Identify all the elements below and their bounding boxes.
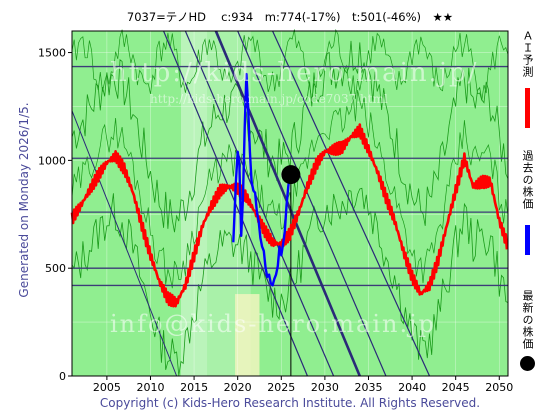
x-tick-label: 2010 — [136, 381, 164, 394]
x-tick-label: 2025 — [267, 381, 295, 394]
forecast-series-line — [70, 123, 509, 308]
legend-latest-label: 最新の株価 — [521, 290, 534, 350]
x-tick-label: 2005 — [93, 381, 121, 394]
legend-past-label: 過去の株価 — [521, 150, 534, 210]
copyright-footer: Copyright (c) Kids-Hero Research Institu… — [99, 396, 481, 410]
x-tick-label: 2035 — [354, 381, 382, 394]
legend-forecast-label: ＡＩ予測 — [521, 30, 534, 78]
trend-line — [237, 30, 387, 377]
x-tick-label: 2015 — [180, 381, 208, 394]
y-tick-label: 500 — [45, 262, 66, 275]
past-price-series-line — [232, 72, 292, 287]
history-band-3 — [235, 294, 260, 376]
trend-line — [71, 110, 178, 377]
plot-background — [72, 31, 508, 376]
trend-line — [272, 30, 431, 377]
y-tick-label: 0 — [59, 370, 66, 383]
trend-line — [184, 30, 335, 377]
legend-forecast-swatch — [516, 88, 538, 128]
envelope-line-top — [71, 28, 509, 101]
x-tick-label: 2020 — [224, 381, 252, 394]
legend-past-swatch — [516, 225, 538, 255]
plot-frame — [71, 30, 509, 377]
y-tick-label: 1500 — [38, 47, 66, 60]
x-tick-label: 2030 — [311, 381, 339, 394]
x-tick-label: 2040 — [398, 381, 426, 394]
latest-price-marker — [281, 165, 301, 185]
legend-latest-marker — [516, 356, 538, 374]
envelope-line-mid — [71, 90, 509, 289]
chart-title: 7037=テノHD c:934 m:774(-17%) t:501(-46%) … — [126, 10, 454, 24]
y-tick-label: 1000 — [38, 154, 66, 167]
generated-date-label: Generated on Monday 2026/1/5. — [17, 102, 31, 298]
x-tick-label: 2045 — [442, 381, 470, 394]
x-tick-label: 2050 — [485, 381, 513, 394]
